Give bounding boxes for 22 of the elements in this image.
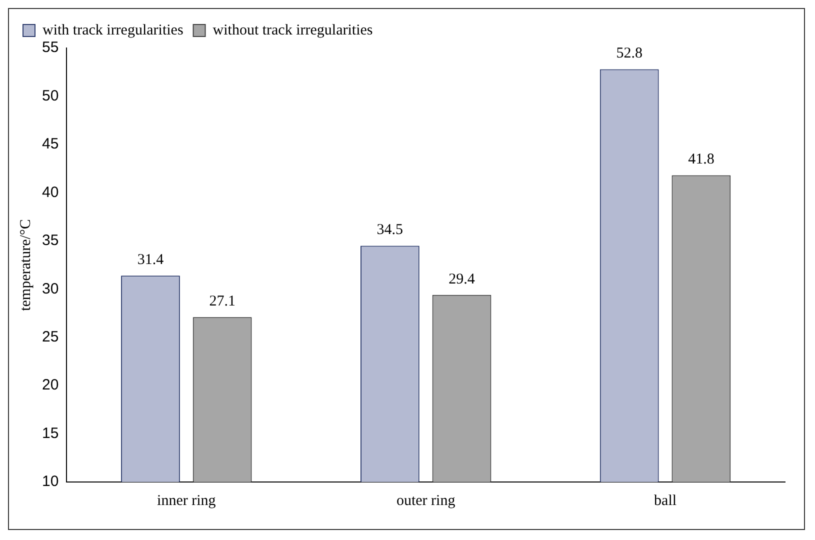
y-tick-label: 40 bbox=[42, 184, 59, 201]
y-tick-label: 25 bbox=[42, 328, 59, 346]
y-tick-label: 45 bbox=[42, 136, 59, 153]
data-label: 41.8 bbox=[688, 152, 714, 168]
legend-label: with track irregularities bbox=[42, 22, 184, 38]
y-tick-label: 30 bbox=[42, 280, 59, 298]
x-tick-label: ball bbox=[654, 492, 677, 509]
y-tick-label: 15 bbox=[42, 424, 59, 442]
data-label: 52.8 bbox=[616, 46, 642, 62]
y-tick-label: 35 bbox=[42, 232, 59, 250]
y-tick-label: 55 bbox=[42, 39, 59, 56]
y-tick-label: 10 bbox=[42, 473, 59, 490]
y-axis-title: temperature/°C bbox=[18, 219, 34, 311]
data-label: 29.4 bbox=[448, 271, 476, 288]
data-label: 31.4 bbox=[137, 252, 164, 268]
data-label: 34.5 bbox=[376, 222, 404, 238]
x-tick-label: outer ring bbox=[396, 492, 456, 509]
x-tick-label: inner ring bbox=[157, 492, 216, 509]
legend-label: without track irregularities bbox=[212, 22, 373, 38]
data-label: 27.1 bbox=[209, 294, 236, 310]
y-tick-label: 20 bbox=[42, 376, 59, 394]
y-tick-label: 50 bbox=[42, 87, 59, 104]
